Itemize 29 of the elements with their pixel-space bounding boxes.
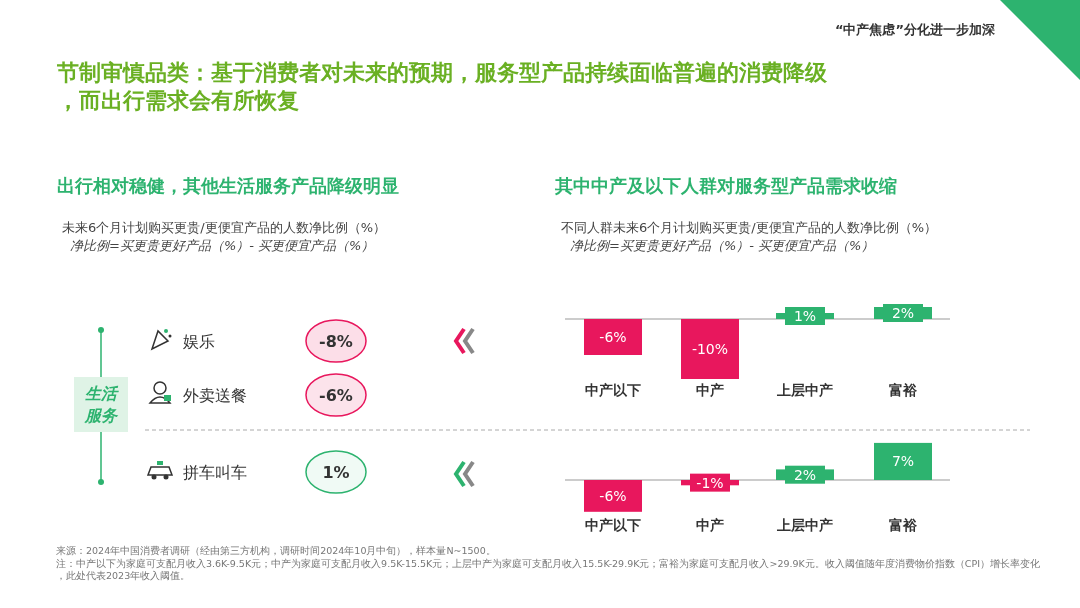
x-tick-label: 富裕 (889, 382, 918, 398)
data-label: -10% (691, 341, 729, 357)
x-tick-label: 中产 (696, 517, 724, 533)
category-label: 外卖送餐 (183, 386, 247, 405)
x-tick-label: 中产以下 (585, 382, 641, 398)
x-tick-label: 上层中产 (776, 517, 833, 533)
data-label: 1% (322, 463, 350, 482)
text: 未来6个月计划购买更贵/更便宜产品的人数净比例（%） (62, 220, 387, 235)
data-label: 7% (891, 453, 915, 470)
data-label: -6% (599, 329, 627, 345)
category-label: 娱乐 (183, 332, 215, 351)
data-label: -8% (319, 332, 353, 351)
text: “中产焦虑”分化进一步加深 (834, 22, 996, 37)
chart-subtitle: 不同人群未来6个月计划购买更贵/更便宜产品的人数净比例（%） (561, 220, 938, 235)
text: 净比例=买更贵更好产品（%）- 买更便宜产品（%） (70, 238, 375, 253)
chart-title: 其中中产及以下人群对服务型产品需求收缩 (554, 175, 897, 196)
source-note: 来源：2024年中国消费者调研（经由第三方机构，调研时间2024年10月中旬），样本量N~1500。 (56, 545, 496, 556)
text: 节制审慎品类：基于消费者对未来的预期，服务型产品持续面临普遍的消费降级，而出行需求会有所恢复 (56, 60, 828, 113)
x-tick-label: 中产 (696, 382, 724, 398)
x-tick-label: 富裕 (889, 517, 918, 533)
x-tick-label: 中产以下 (585, 517, 641, 533)
data-label: -6% (319, 386, 353, 405)
category-label: 拼车叫车 (183, 463, 247, 482)
text: 出行相对稳健，其他生活服务产品降级明显 (57, 175, 399, 196)
data-label: -6% (599, 487, 627, 504)
text: 注：中产以下为家庭可支配月收入3.6K-9.5K元；中产为家庭可支配月收入9.5K-15.5K元；上层中产为家庭可支配月收入15.5K-29.9K元；富裕为家庭可支配月收入>29.9K元。收入阈值随年度消费物价指数（CPI）增长率变化，此处代表2023年收入阈值。 (56, 557, 1040, 581)
x-tick-label: 上层中产 (776, 382, 833, 398)
text: 生活服务 (84, 384, 119, 425)
text: 净比例=买更贵更好产品（%）- 买更便宜产品（%） (570, 238, 875, 253)
